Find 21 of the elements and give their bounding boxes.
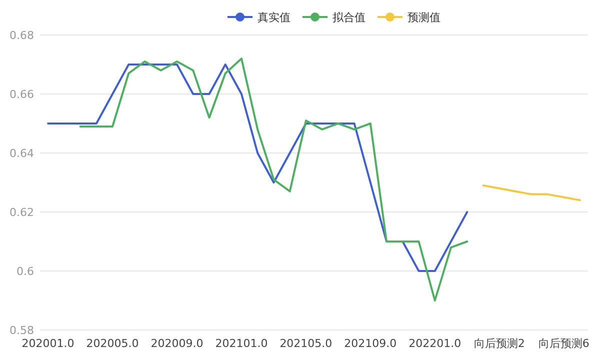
x-tick-label: 202001.0	[22, 337, 74, 350]
x-tick-label: 202009.0	[150, 337, 204, 350]
y-tick-label: 0.64	[10, 147, 34, 160]
y-tick-label: 0.66	[10, 88, 34, 101]
line-series	[482, 184, 581, 202]
line-series	[79, 58, 468, 302]
x-tick-label: 向后预测2	[474, 337, 525, 350]
legend-label: 真实值	[258, 11, 290, 24]
x-tick-label: 向后预测6	[538, 337, 590, 350]
y-tick-label: 0.58	[10, 324, 34, 337]
y-tick-label: 0.6	[16, 265, 34, 278]
x-tick-label: 202101.0	[215, 337, 268, 350]
line-series	[47, 64, 468, 272]
x-tick-label: 202201.0	[408, 337, 462, 350]
x-tick-label: 202109.0	[344, 337, 397, 350]
x-tick-label: 202005.0	[86, 337, 139, 350]
legend-label: 拟合值	[332, 11, 366, 24]
legend-label: 预测值	[408, 11, 440, 24]
y-tick-label: 0.62	[10, 206, 34, 219]
x-tick-label: 202105.0	[280, 337, 332, 350]
y-tick-label: 0.68	[10, 29, 34, 42]
